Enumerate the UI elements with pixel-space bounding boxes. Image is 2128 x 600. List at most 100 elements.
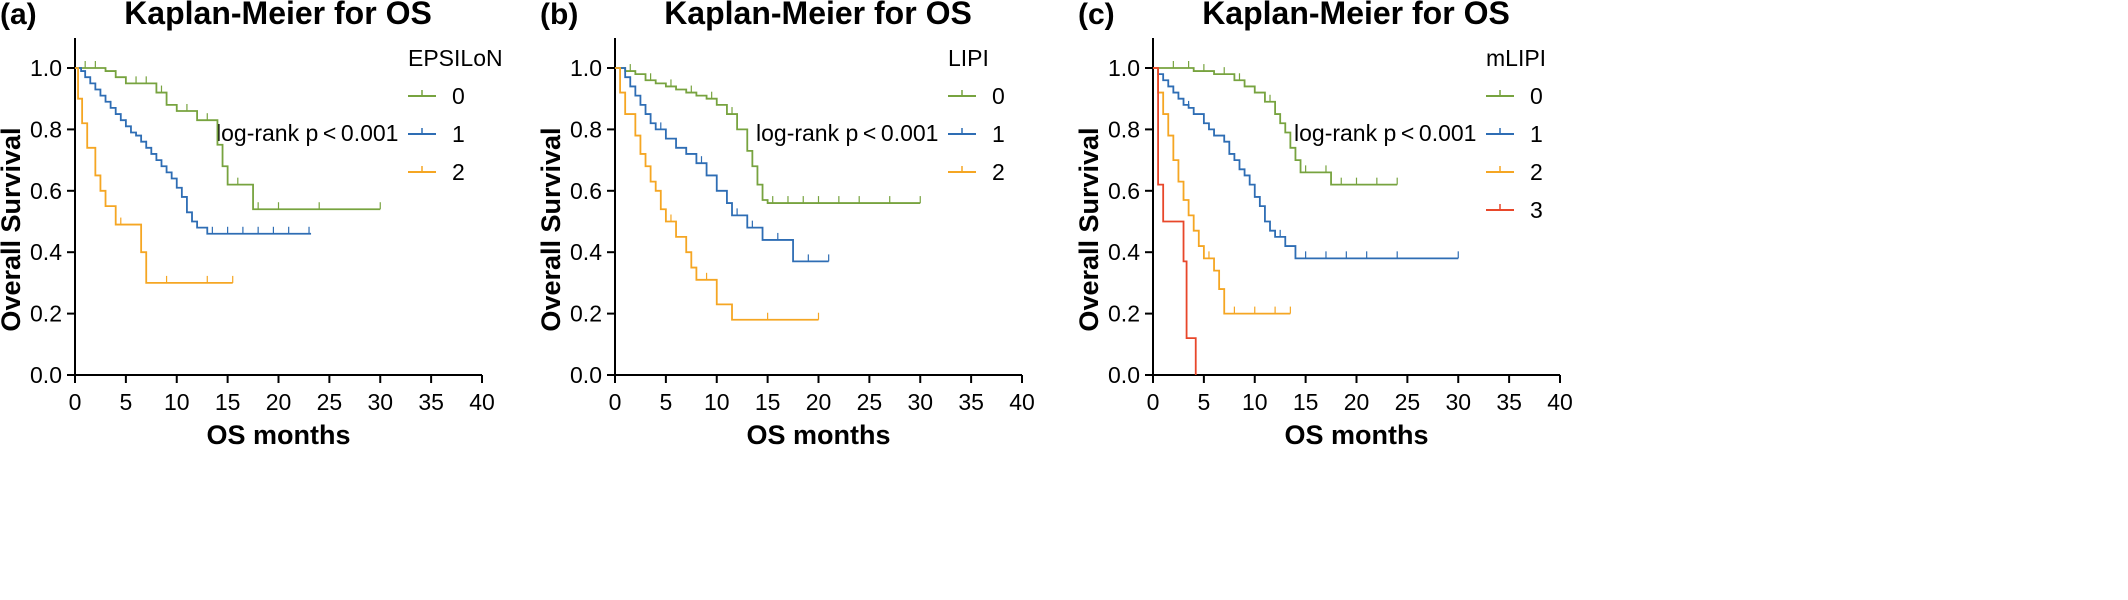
km-curve-3 bbox=[1153, 67, 1197, 375]
y-tick-label: 0.0 bbox=[570, 362, 602, 388]
x-tick-label: 10 bbox=[704, 389, 730, 415]
legend-label: 1 bbox=[992, 121, 1005, 147]
x-tick-label: 10 bbox=[164, 389, 190, 415]
x-tick-label: 20 bbox=[1344, 389, 1370, 415]
x-tick-label: 10 bbox=[1242, 389, 1268, 415]
series-1 bbox=[75, 67, 312, 235]
y-axis-label: Overall Survival bbox=[536, 127, 566, 331]
x-tick-label: 25 bbox=[1395, 389, 1421, 415]
x-tick-label: 30 bbox=[907, 389, 933, 415]
y-tick-label: 1.0 bbox=[570, 55, 602, 81]
y-tick-label: 0.6 bbox=[1108, 178, 1140, 204]
legend-item: 0 bbox=[1486, 83, 1543, 109]
x-tick-label: 30 bbox=[367, 389, 393, 415]
y-tick-label: 1.0 bbox=[1108, 55, 1140, 81]
x-tick-label: 15 bbox=[755, 389, 781, 415]
x-axis-label: OS months bbox=[746, 420, 890, 450]
x-tick-label: 25 bbox=[317, 389, 343, 415]
chart-title: Kaplan-Meier for OS bbox=[664, 0, 972, 31]
legend-title: EPSILoN bbox=[408, 45, 503, 71]
y-tick-label: 0.0 bbox=[30, 362, 62, 388]
panel-c: (c) Kaplan-Meier for OS 0 5 10 15 20 25 30 35 40 0.… bbox=[1074, 0, 1787, 600]
y-axis-label: Overall Survival bbox=[0, 127, 26, 331]
x-tick-label: 35 bbox=[958, 389, 984, 415]
km-curve-0 bbox=[615, 67, 921, 204]
x-tick-label: 35 bbox=[418, 389, 444, 415]
legend-label: 0 bbox=[452, 83, 465, 109]
series-2 bbox=[1153, 67, 1291, 315]
y-tick-label: 0.4 bbox=[1108, 239, 1140, 265]
km-curve-1 bbox=[75, 67, 312, 235]
y-tick-label: 0.2 bbox=[30, 301, 62, 327]
km-curve-1 bbox=[615, 67, 829, 263]
legend-item: 1 bbox=[948, 121, 1005, 147]
panel-label: (c) bbox=[1078, 0, 1115, 31]
series-2 bbox=[75, 67, 234, 284]
y-tick-label: 1.0 bbox=[30, 55, 62, 81]
legend-label: 0 bbox=[1530, 83, 1543, 109]
panel-a: (a) Kaplan-Meier for OS 0 5 10 15 20 25 30 35 40 0.… bbox=[0, 0, 709, 600]
x-tick-label: 35 bbox=[1496, 389, 1522, 415]
series-1 bbox=[615, 67, 830, 263]
y-tick-label: 0.6 bbox=[30, 178, 62, 204]
panel-b: (b) Kaplan-Meier for OS 0 5 10 15 20 25 30 35 40 0.… bbox=[536, 0, 1249, 600]
panel-label: (a) bbox=[0, 0, 37, 31]
x-tick-label: 0 bbox=[609, 389, 622, 415]
series-2 bbox=[615, 67, 820, 321]
x-tick-label: 40 bbox=[1009, 389, 1035, 415]
series-1 bbox=[1153, 67, 1459, 260]
x-tick-label: 0 bbox=[69, 389, 82, 415]
x-tick-label: 30 bbox=[1445, 389, 1471, 415]
km-curve-2 bbox=[75, 67, 233, 284]
x-tick-label: 5 bbox=[119, 389, 132, 415]
legend-title: LIPI bbox=[948, 45, 989, 71]
series-0 bbox=[1153, 61, 1398, 186]
y-tick-label: 0.8 bbox=[1108, 116, 1140, 142]
y-tick-label: 0.8 bbox=[30, 116, 62, 142]
legend-title: mLIPI bbox=[1486, 45, 1546, 71]
series-3 bbox=[1153, 67, 1197, 375]
logrank-annotation: log-rank p < 0.001 bbox=[1294, 120, 1476, 146]
series-0 bbox=[75, 61, 381, 211]
x-tick-label: 15 bbox=[1293, 389, 1319, 415]
y-tick-label: 0.2 bbox=[1108, 301, 1140, 327]
y-tick-label: 0.2 bbox=[570, 301, 602, 327]
legend-item: 2 bbox=[1486, 159, 1543, 185]
series-0 bbox=[615, 64, 921, 204]
x-tick-label: 40 bbox=[1547, 389, 1573, 415]
x-tick-label: 20 bbox=[266, 389, 292, 415]
logrank-annotation: log-rank p < 0.001 bbox=[756, 120, 938, 146]
y-axis-label: Overall Survival bbox=[1074, 127, 1104, 331]
km-curve-1 bbox=[1153, 67, 1459, 260]
legend-item: 2 bbox=[948, 159, 1005, 185]
legend-label: 1 bbox=[452, 121, 465, 147]
x-tick-label: 15 bbox=[215, 389, 241, 415]
legend-item: 1 bbox=[408, 121, 465, 147]
logrank-annotation: log-rank p < 0.001 bbox=[216, 120, 398, 146]
km-curve-2 bbox=[615, 67, 819, 321]
y-tick-label: 0.4 bbox=[570, 239, 602, 265]
km-curve-2 bbox=[1153, 67, 1291, 315]
km-chart-c: (c) Kaplan-Meier for OS0 5 10 15 20 25 30 35 400.… bbox=[1074, 0, 1573, 450]
km-chart-a: (a) Kaplan-Meier for OS0 5 10 15 20 25 30 35 400.… bbox=[0, 0, 503, 450]
legend-item: 0 bbox=[408, 83, 465, 109]
x-tick-label: 40 bbox=[469, 389, 495, 415]
panel-label: (b) bbox=[540, 0, 578, 31]
x-tick-label: 0 bbox=[1147, 389, 1160, 415]
chart-title: Kaplan-Meier for OS bbox=[1202, 0, 1510, 31]
chart-title: Kaplan-Meier for OS bbox=[124, 0, 432, 31]
legend-label: 2 bbox=[992, 159, 1005, 185]
legend-label: 1 bbox=[1530, 121, 1543, 147]
x-axis-label: OS months bbox=[1284, 420, 1428, 450]
x-tick-label: 25 bbox=[857, 389, 883, 415]
legend-label: 2 bbox=[452, 159, 465, 185]
legend-item: 0 bbox=[948, 83, 1005, 109]
x-tick-label: 20 bbox=[806, 389, 832, 415]
y-tick-label: 0.8 bbox=[570, 116, 602, 142]
x-tick-label: 5 bbox=[1197, 389, 1210, 415]
x-axis-label: OS months bbox=[206, 420, 350, 450]
legend-item: 3 bbox=[1486, 197, 1543, 223]
y-tick-label: 0.6 bbox=[570, 178, 602, 204]
legend-label: 3 bbox=[1530, 197, 1543, 223]
y-tick-label: 0.4 bbox=[30, 239, 62, 265]
